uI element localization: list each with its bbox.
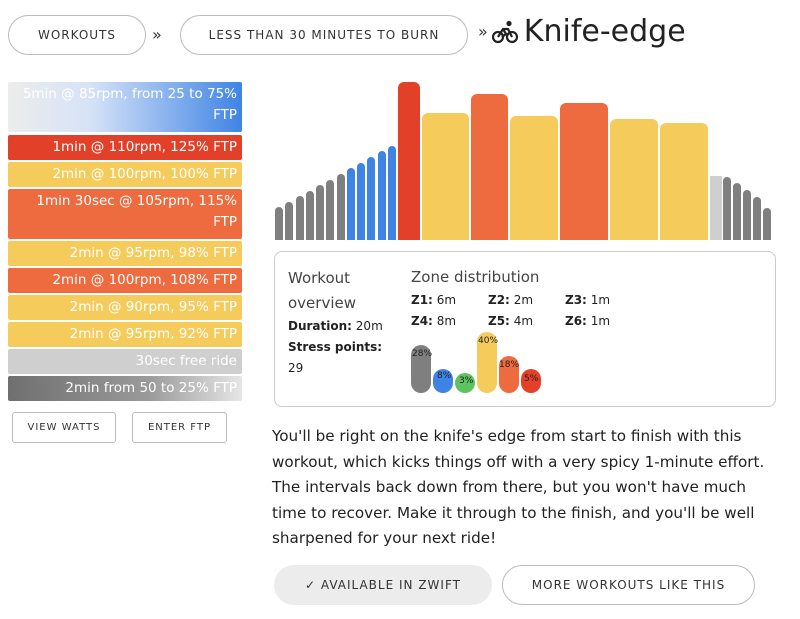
segment-item: 2min @ 95rpm, 92% FTP (8, 322, 242, 347)
interval-bar (733, 183, 741, 240)
workout-title: Knife-edge (523, 14, 686, 49)
stress-points-value: 29 (288, 361, 304, 375)
interval-bar (388, 146, 396, 240)
duration-label: Duration: (288, 319, 352, 333)
workouts-breadcrumb-button[interactable]: Workouts (8, 15, 146, 55)
interval-bar (316, 185, 324, 240)
zone-pill-z2 (433, 369, 453, 393)
overview-heading: Workout overview (288, 269, 356, 312)
interval-bar (560, 103, 608, 240)
interval-bar (337, 174, 345, 240)
interval-bar (367, 157, 375, 240)
segment-item: 2min @ 100rpm, 100% FTP (8, 162, 242, 187)
interval-bar (753, 197, 761, 240)
zone-z6: Z6: 1m (565, 314, 611, 328)
interval-bar (378, 151, 386, 240)
zone-pill-z1 (411, 345, 431, 393)
segment-item: 1min @ 110rpm, 125% FTP (8, 135, 242, 160)
interval-bar (275, 207, 283, 240)
workout-overview-panel: Workout overview Duration: 20m Stress po… (274, 251, 776, 407)
interval-bar (347, 168, 355, 240)
breadcrumb-separator: » (478, 22, 488, 41)
interval-bar (398, 82, 420, 240)
segment-item: 5min @ 85rpm, from 25 to 75% FTP (8, 82, 242, 132)
stress-points-label: Stress points: (288, 340, 383, 354)
cyclist-icon (491, 20, 518, 44)
interval-bar (743, 190, 751, 240)
available-in-zwift-button[interactable]: ✓ Available in Zwift (274, 565, 492, 605)
interval-bar (326, 180, 334, 240)
zone-z1: Z1: 6m (411, 293, 457, 307)
interval-bar (510, 116, 558, 240)
zone-pct-z2: 8% (437, 371, 452, 381)
interval-bar (306, 191, 314, 240)
zone-pct-z6: 5% (524, 374, 539, 384)
interval-bar (285, 202, 293, 240)
zone-pct-z4: 40% (478, 336, 499, 346)
more-workouts-button[interactable]: More workouts like this (502, 565, 755, 605)
duration-row: Duration: 20m (288, 319, 383, 333)
breadcrumb-separator: » (152, 25, 162, 44)
interval-bar (357, 163, 365, 240)
zone-pill-z4 (477, 332, 497, 393)
interval-bar (610, 119, 658, 240)
interval-bar (422, 113, 469, 240)
view-watts-button[interactable]: View watts (12, 412, 116, 443)
segment-item: 2min @ 90rpm, 95% FTP (8, 295, 242, 320)
interval-bar (723, 177, 731, 240)
zone-pct-z3: 3% (459, 376, 474, 386)
zone-pill-z6 (521, 369, 541, 393)
category-breadcrumb-button[interactable]: Less than 30 minutes to burn (180, 15, 468, 55)
workout-description: You'll be right on the knife's edge from… (272, 427, 765, 547)
segment-item: 2min from 50 to 25% FTP (8, 376, 242, 401)
zone-pct-z1: 28% (412, 349, 433, 359)
enter-ftp-button[interactable]: Enter FTP (132, 412, 227, 443)
zone-z2: Z2: 2m (488, 293, 534, 307)
zone-z3: Z3: 1m (565, 293, 611, 307)
segment-item: 30sec free ride (8, 349, 242, 374)
zone-z5: Z5: 4m (488, 314, 534, 328)
segment-item: 2min @ 95rpm, 98% FTP (8, 241, 242, 266)
zone-pct-z5: 18% (499, 360, 520, 370)
interval-bar (660, 123, 708, 240)
segment-item: 1min 30sec @ 105rpm, 115% FTP (8, 189, 242, 239)
zone-pill-z5 (499, 356, 519, 393)
interval-bar (296, 196, 304, 240)
duration-value: 20m (355, 319, 383, 333)
zone-pill-z3 (455, 373, 475, 393)
interval-bar (763, 208, 771, 240)
segment-item: 2min @ 100rpm, 108% FTP (8, 268, 242, 293)
interval-bar (710, 176, 722, 240)
page-title: » Knife-edge (478, 14, 686, 49)
zone-z4: Z4: 8m (411, 314, 457, 328)
zone-distribution-heading: Zone distribution (411, 268, 540, 286)
interval-bar (471, 94, 508, 240)
